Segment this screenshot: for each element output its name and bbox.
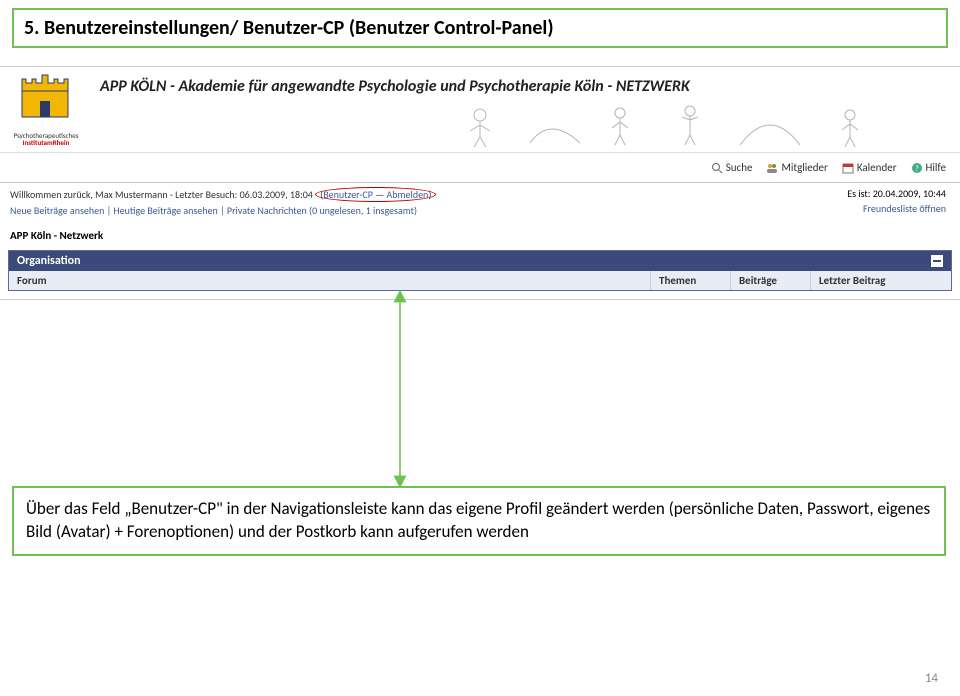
slide-title: 5. Benutzereinstellungen/ Benutzer-CP (B… bbox=[24, 16, 936, 40]
benutzer-cp-highlight: (Benutzer-CP — Abmelden) bbox=[315, 187, 436, 202]
site-header: Psychotherapeutisches InstitutamRhein AP… bbox=[0, 67, 960, 153]
members-link[interactable]: Mitglieder bbox=[766, 161, 827, 174]
col-beitraege: Beiträge bbox=[731, 271, 811, 290]
category-label: Organisation bbox=[17, 254, 81, 268]
page-number: 14 bbox=[925, 671, 938, 686]
server-time: Es ist: 20.04.2009, 10:44 bbox=[847, 187, 946, 200]
caption-box: Über das Feld „Benutzer-CP" in der Navig… bbox=[12, 486, 946, 556]
todays-posts-link[interactable]: Heutige Beiträge ansehen bbox=[113, 204, 217, 217]
help-icon: ? bbox=[911, 162, 923, 174]
caption-text: Über das Feld „Benutzer-CP" in der Navig… bbox=[26, 498, 930, 542]
annotation-arrow bbox=[340, 290, 460, 490]
friends-link[interactable]: Freundesliste öffnen bbox=[863, 202, 946, 215]
collapse-icon[interactable] bbox=[931, 255, 943, 267]
last-visit-label: - Letzter Besuch: bbox=[168, 188, 240, 201]
help-label: Hilfe bbox=[926, 161, 946, 174]
new-posts-link[interactable]: Neue Beiträge ansehen bbox=[10, 204, 104, 217]
forum-screenshot: Psychotherapeutisches InstitutamRhein AP… bbox=[0, 66, 960, 300]
status-right: Es ist: 20.04.2009, 10:44 Freundesliste … bbox=[847, 187, 946, 217]
benutzer-cp-link[interactable]: Benutzer-CP bbox=[323, 188, 373, 201]
welcome-prefix: Willkommen zurück, bbox=[10, 188, 95, 201]
col-themen: Themen bbox=[651, 271, 731, 290]
header-doodles bbox=[440, 95, 940, 149]
col-letzter: Letzter Beitrag bbox=[811, 271, 951, 290]
members-icon bbox=[766, 162, 778, 174]
status-sub-links: Neue Beiträge ansehen | Heutige Beiträge… bbox=[10, 204, 436, 217]
status-bar: Willkommen zurück, Max Mustermann - Letz… bbox=[0, 183, 960, 221]
last-visit: 06.03.2009, 18:04 bbox=[240, 188, 313, 201]
col-forum: Forum bbox=[9, 271, 651, 290]
top-toolbar: Suche Mitglieder Kalender ? Hilfe bbox=[0, 153, 960, 183]
site-logo: Psychotherapeutisches InstitutamRhein bbox=[0, 67, 92, 153]
calendar-label: Kalender bbox=[857, 161, 897, 174]
pm-link[interactable]: Private Nachrichten (0 ungelesen, 1 insg… bbox=[227, 204, 417, 217]
castle-icon bbox=[14, 71, 76, 119]
category-header[interactable]: Organisation bbox=[9, 251, 951, 271]
forum-table: Organisation Forum Themen Beiträge Letzt… bbox=[8, 250, 952, 291]
calendar-icon bbox=[842, 162, 854, 174]
breadcrumb: APP Köln - Netzwerk bbox=[0, 221, 960, 246]
welcome-line: Willkommen zurück, Max Mustermann - Letz… bbox=[10, 187, 436, 202]
search-label: Suche bbox=[726, 161, 753, 174]
svg-text:?: ? bbox=[915, 164, 919, 174]
username: Max Mustermann bbox=[95, 188, 167, 201]
calendar-link[interactable]: Kalender bbox=[842, 161, 897, 174]
help-link[interactable]: ? Hilfe bbox=[911, 161, 946, 174]
logout-link[interactable]: Abmelden bbox=[387, 188, 429, 201]
search-icon bbox=[711, 162, 723, 174]
logo-text: Psychotherapeutisches InstitutamRhein bbox=[2, 132, 90, 147]
members-label: Mitglieder bbox=[781, 161, 827, 174]
status-left: Willkommen zurück, Max Mustermann - Letz… bbox=[10, 187, 436, 217]
slide-title-box: 5. Benutzereinstellungen/ Benutzer-CP (B… bbox=[12, 8, 948, 48]
search-link[interactable]: Suche bbox=[711, 161, 753, 174]
site-title: APP KÖLN - Akademie für angewandte Psych… bbox=[92, 67, 960, 96]
column-header-row: Forum Themen Beiträge Letzter Beitrag bbox=[9, 271, 951, 290]
